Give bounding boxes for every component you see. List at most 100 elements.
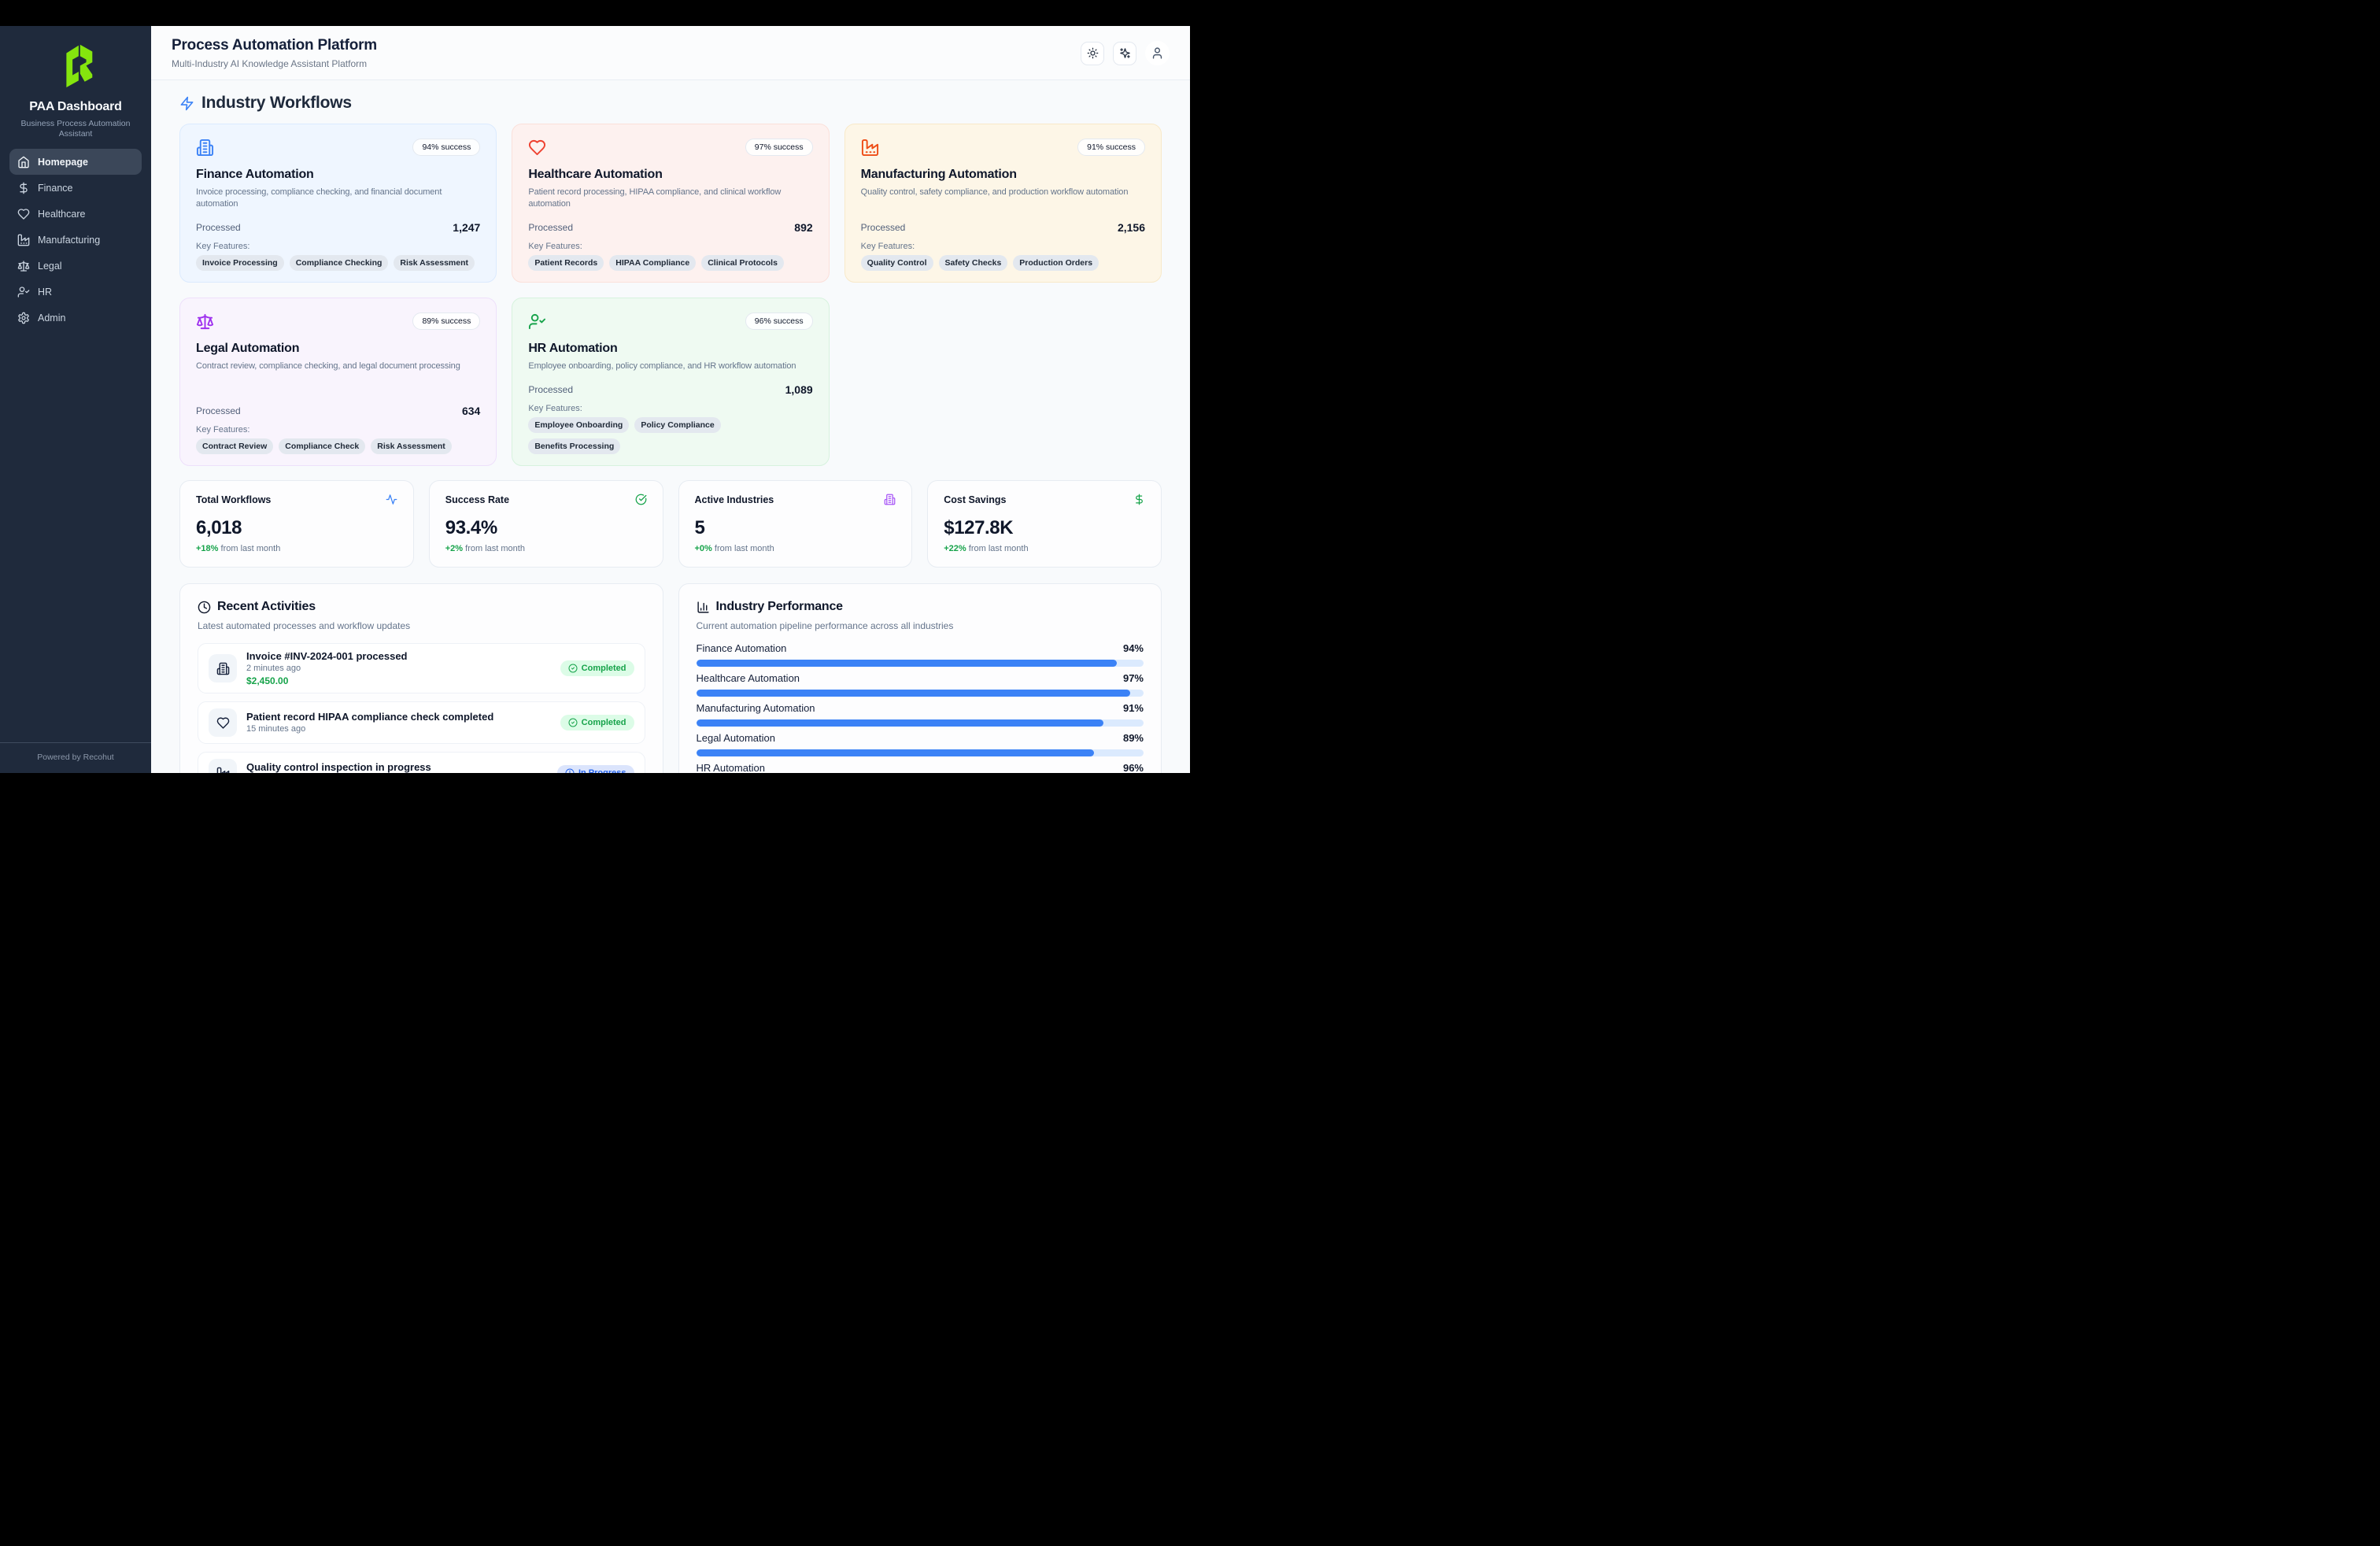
recent-activities-subtitle: Latest automated processes and workflow … [198,620,411,631]
processed-row: Processed 1,247 [196,210,480,234]
processed-label: Processed [860,222,906,233]
activity-body: Invoice #INV-2024-001 processed 2 minute… [246,650,551,686]
stat-top-row: Total Workflows [196,494,397,505]
card-icon-wrap [196,313,214,331]
processed-value: 1,089 [785,383,813,396]
workflow-card-title: HR Automation [528,342,618,355]
card-top-row: 89% success [196,313,481,331]
performance-label: Legal Automation [696,732,775,744]
factory-icon [216,767,229,773]
card-icon-wrap [528,313,546,331]
app-window: PAA Dashboard Business Process Automatio… [0,26,1190,773]
sidebar-item-label: HR [38,286,53,298]
sidebar: PAA Dashboard Business Process Automatio… [0,26,151,773]
user-check-icon [17,286,30,298]
performance-label: Manufacturing Automation [696,702,815,714]
processed-row: Processed 2,156 [861,210,1145,234]
performance-value: 97% [1122,672,1144,684]
section-title: Industry Workflows [201,94,352,112]
performance-progress-track [696,719,1144,727]
sidebar-item-hr[interactable]: HR [9,279,142,305]
stat-delta: +18% from last month [196,544,281,553]
performance-progress-fill [696,749,1095,756]
workflow-card-hr[interactable]: 96% success HR Automation Employee onboa… [512,298,830,466]
stat-top-row: Active Industries [695,494,896,505]
ai-assistant-button[interactable] [1113,41,1136,65]
sidebar-footer: Powered by Recohut [0,742,151,773]
sidebar-item-homepage[interactable]: Homepage [9,149,142,175]
stat-label: Cost Savings [944,494,1007,505]
scale-icon [196,313,214,330]
performance-row-finance: Finance Automation 94% [696,642,1144,667]
sidebar-item-manufacturing[interactable]: Manufacturing [9,227,142,253]
sun-icon [1087,47,1098,59]
feature-chip: Production Orders [1013,255,1099,271]
processed-label: Processed [528,222,574,233]
page-subtitle: Multi-Industry AI Knowledge Assistant Pl… [172,58,368,69]
activity-item: Invoice #INV-2024-001 processed 2 minute… [198,643,645,693]
home-icon [18,156,29,168]
processed-label: Processed [196,222,241,233]
factory-icon [17,234,30,246]
performance-row-head: Manufacturing Automation 91% [697,701,1144,715]
header-actions [1081,41,1170,65]
activity-status-badge: Completed [560,715,634,730]
activity-icon [386,494,397,505]
theme-toggle-button[interactable] [1081,41,1104,65]
zap-icon [179,96,194,111]
settings-icon [18,312,29,324]
sidebar-item-finance[interactable]: Finance [9,175,142,201]
card-icon-wrap [861,139,879,157]
performance-row-legal: Legal Automation 89% [696,731,1144,756]
performance-value: 91% [1122,702,1144,714]
stat-delta: +22% from last month [944,544,1029,553]
sidebar-item-admin[interactable]: Admin [9,305,142,331]
workflow-card-healthcare[interactable]: 97% success Healthcare Automation Patien… [512,124,830,283]
feature-chip: Risk Assessment [394,255,475,271]
success-rate-badge: 94% success [412,139,481,156]
key-features-label: Key Features: [196,425,250,435]
recent-activities-title-row: Recent Activities [198,598,645,616]
card-top-row: 91% success [861,139,1145,157]
performance-progress-fill [696,690,1130,697]
processed-value: 634 [461,405,481,417]
activity-item: Quality control inspection in progress 1… [198,752,645,773]
feature-chip: Patient Records [528,255,604,271]
user-menu-button[interactable] [1145,41,1170,65]
performance-progress-track [696,690,1144,697]
processed-row: Processed 634 [196,394,480,417]
feature-chip: Benefits Processing [528,438,621,454]
workflow-card-finance[interactable]: 94% success Finance Automation Invoice p… [179,124,497,283]
app-logo [0,39,151,88]
activity-status-badge: Completed [560,660,634,676]
card-top-row: 94% success [196,139,481,157]
clock-icon [198,601,211,613]
workflow-card-manufacturing[interactable]: 91% success Manufacturing Automation Qua… [844,124,1162,283]
performance-row-head: Legal Automation 89% [697,731,1144,745]
clock-icon [198,601,211,614]
page-heading-block: Process Automation Platform Multi-Indust… [172,37,377,69]
workflow-card-description: Contract review, compliance checking, an… [196,361,460,371]
stat-icon-wrap [1133,494,1145,505]
heart-icon [17,208,30,220]
success-rate-badge: 91% success [1077,139,1145,156]
activity-icon-box [209,759,237,773]
activity-time: 15 minutes ago [246,724,306,734]
sidebar-item-healthcare[interactable]: Healthcare [9,201,142,227]
recohut-logo-icon [66,44,93,88]
activity-title: Invoice #INV-2024-001 processed [246,650,408,662]
stat-label: Success Rate [445,494,510,505]
stat-value: 5 [694,517,705,538]
processed-row: Processed 892 [528,210,812,234]
bar-chart-icon [697,601,710,614]
performance-row-head: Healthcare Automation 97% [697,671,1144,685]
page-title: Process Automation Platform [172,37,377,54]
stat-value: 93.4% [445,517,497,538]
sidebar-item-legal[interactable]: Legal [9,253,142,279]
workflow-card-legal[interactable]: 89% success Legal Automation Contract re… [179,298,497,466]
activity-title: Quality control inspection in progress [246,761,431,773]
performance-value: 89% [1122,732,1144,744]
screen-top-bar [0,0,1190,26]
stat-icon-wrap [884,494,896,505]
stat-card-cost-savings: Cost Savings $127.8K +22% from last mont… [927,480,1162,568]
